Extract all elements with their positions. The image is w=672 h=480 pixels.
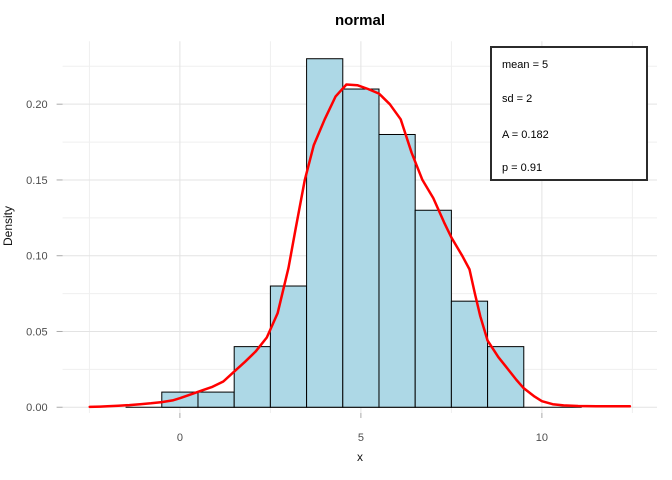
- x-tick-label: 5: [358, 432, 364, 444]
- histogram-bar: [342, 88, 380, 408]
- x-tick-label: 10: [536, 432, 548, 444]
- stats-line-mean: mean = 5: [502, 59, 549, 71]
- stats-line-sd: sd = 2: [502, 93, 533, 105]
- y-tick-label: 0.15: [26, 175, 47, 187]
- y-tick-label: 0.05: [26, 326, 47, 338]
- y-axis-title: Density: [1, 206, 15, 247]
- stats-line-p: p = 0.91: [502, 162, 543, 174]
- density-curve: [88, 83, 632, 409]
- x-tick-label: 0: [177, 432, 183, 444]
- chart-title: normal: [334, 12, 385, 29]
- histogram-bar: [306, 58, 344, 408]
- y-tick-label: 0.10: [26, 251, 47, 263]
- stats-annotation-box: mean = 5 sd = 2 A = 0.182 p = 0.91: [490, 46, 648, 181]
- x-axis-title: x: [357, 450, 363, 464]
- stats-line-a: A = 0.182: [502, 129, 549, 141]
- y-tick-label: 0.00: [26, 402, 47, 414]
- histogram-bar: [269, 285, 308, 408]
- histogram-bar: [487, 346, 525, 408]
- histogram-bar: [450, 300, 489, 408]
- histogram-bar: [378, 133, 416, 408]
- histogram-bar: [197, 391, 235, 408]
- histogram-bars: [161, 58, 525, 408]
- axis-ticks: 0 5 10 0.00 0.05 0.10 0.15 0.20: [26, 99, 548, 444]
- histogram-bar: [414, 209, 452, 408]
- histogram-bar: [233, 346, 271, 408]
- y-tick-label: 0.20: [26, 99, 47, 111]
